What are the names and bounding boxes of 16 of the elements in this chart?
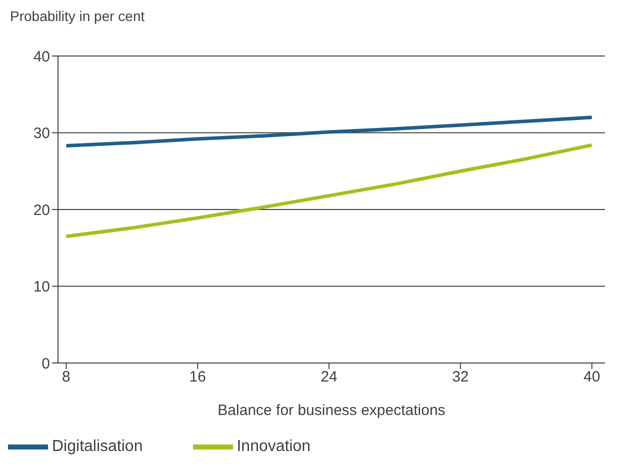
line-series xyxy=(64,143,594,238)
line-series xyxy=(64,116,594,148)
x-tick-label: 16 xyxy=(189,368,206,386)
x-tick-label: 40 xyxy=(584,368,600,386)
x-axis-title: Balance for business expectations xyxy=(218,402,446,419)
y-tick-label: 0 xyxy=(42,355,50,372)
y-tick-label: 30 xyxy=(33,125,50,142)
x-tick-label: 8 xyxy=(62,368,70,386)
y-tick-label: 40 xyxy=(33,48,50,66)
y-tick-label: 20 xyxy=(33,202,50,219)
legend-label: Digitalisation xyxy=(52,438,143,456)
x-tick-label: 24 xyxy=(320,368,338,386)
legend-label: Innovation xyxy=(236,438,311,456)
y-axis-title: Probability in per cent xyxy=(10,8,146,26)
x-tick-label: 32 xyxy=(452,368,469,386)
y-tick-label: 10 xyxy=(33,278,50,296)
